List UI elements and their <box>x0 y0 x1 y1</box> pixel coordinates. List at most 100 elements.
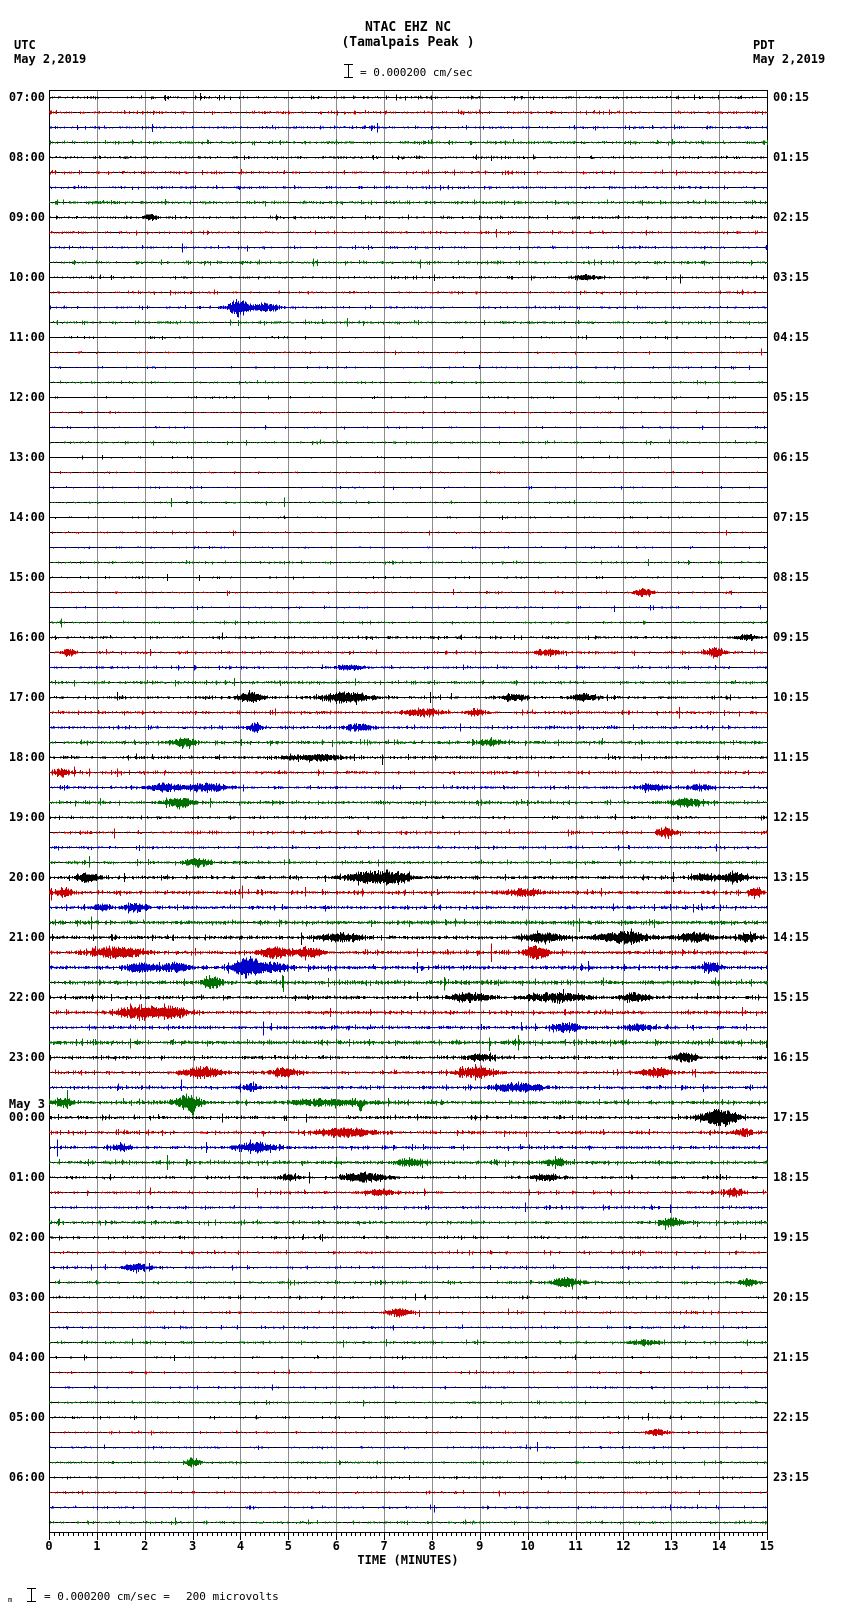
trace-row <box>50 154 768 161</box>
trace-row <box>50 1517 767 1526</box>
trace-row <box>49 334 768 341</box>
pdt-hour-label: 03:15 <box>773 270 809 284</box>
trace-row <box>51 1187 768 1198</box>
trace-row <box>49 1090 767 1116</box>
trace-row <box>49 574 766 582</box>
trace-row <box>49 274 768 284</box>
x-tick-label: 5 <box>285 1539 292 1553</box>
trace-row <box>49 647 767 659</box>
trace-row <box>49 856 766 869</box>
trace-row <box>50 243 768 253</box>
trace-row <box>53 455 765 460</box>
trace-row <box>49 736 768 749</box>
trace-row <box>49 199 766 207</box>
trace-row <box>49 1324 766 1331</box>
trace-row <box>49 1308 761 1318</box>
trace-row <box>49 530 766 536</box>
pdt-hour-label: 20:15 <box>773 1290 809 1304</box>
pdt-hour-label: 09:15 <box>773 630 809 644</box>
trace-row <box>50 470 768 474</box>
utc-hour-label: 23:00 <box>9 1050 45 1064</box>
trace-row <box>50 93 768 101</box>
trace-row <box>49 1035 767 1051</box>
utc-hour-label: 19:00 <box>9 810 45 824</box>
trace-row <box>49 299 768 318</box>
trace-row <box>49 1003 767 1021</box>
pdt-hour-label: 14:15 <box>773 930 809 944</box>
trace-row <box>49 797 768 810</box>
x-tick-label: 14 <box>712 1539 726 1553</box>
utc-hour-label: 10:00 <box>9 270 45 284</box>
trace-row <box>49 1171 768 1184</box>
trace-row <box>50 1108 768 1127</box>
pdt-hour-label: 18:15 <box>773 1170 809 1184</box>
station-title: NTAC EHZ NC <box>365 20 451 35</box>
pdt-hour-label: 17:15 <box>773 1110 809 1124</box>
trace-row <box>49 1233 767 1242</box>
trace-row <box>49 975 768 992</box>
x-tick-label: 13 <box>664 1539 678 1553</box>
trace-row <box>49 1202 768 1213</box>
trace-row <box>49 664 768 671</box>
pdt-hour-label: 04:15 <box>773 330 809 344</box>
trace-row <box>49 109 768 116</box>
scale-bar-icon <box>344 64 353 78</box>
utc-hour-label: 01:00 <box>9 1170 45 1184</box>
utc-hour-label: 08:00 <box>9 150 45 164</box>
pdt-hour-label: 13:15 <box>773 870 809 884</box>
trace-row <box>49 902 768 914</box>
pdt-hour-label: 19:15 <box>773 1230 809 1244</box>
trace-row <box>49 1127 767 1138</box>
pdt-hour-label: 16:15 <box>773 1050 809 1064</box>
x-tick-label: 7 <box>380 1539 387 1553</box>
trace-row <box>50 1489 768 1497</box>
trace-row <box>49 1263 767 1274</box>
trace-row <box>49 588 768 597</box>
pdt-hour-label: 23:15 <box>773 1470 809 1484</box>
utc-hour-label: 21:00 <box>9 930 45 944</box>
trace-row <box>51 1384 768 1391</box>
pdt-hour-label: 22:15 <box>773 1410 809 1424</box>
trace-row <box>52 1474 767 1481</box>
trace-row <box>51 545 768 550</box>
trace-row <box>51 1369 768 1375</box>
trace-row <box>50 318 767 327</box>
trace-row <box>49 989 768 1005</box>
utc-hour-label: 00:00 <box>9 1110 45 1124</box>
trace-row <box>49 1442 766 1452</box>
trace-row <box>49 814 767 821</box>
x-tick-label: 0 <box>45 1539 52 1553</box>
x-tick-label: 10 <box>520 1539 534 1553</box>
trace-row <box>49 753 768 766</box>
utc-time-labels: 07:00 08:00 09:00 10:00 11:00 12:00 13:00 14:00… <box>9 90 45 1484</box>
pdt-hour-label: 12:15 <box>773 810 809 824</box>
utc-hour-label: 20:00 <box>9 870 45 884</box>
pdt-hour-label: 21:15 <box>773 1350 809 1364</box>
trace-row <box>51 497 768 507</box>
utc-hour-label: 16:00 <box>9 630 45 644</box>
trace-row <box>51 618 768 628</box>
pdt-time-labels: 00:15 01:15 02:15 03:15 04:15 05:15 06:15 07:15… <box>773 90 809 1484</box>
trace-row <box>49 1079 768 1093</box>
x-axis-title: TIME (MINUTES) <box>357 1553 458 1567</box>
x-tick-label: 3 <box>189 1539 196 1553</box>
pdt-hour-label: 15:15 <box>773 990 809 1004</box>
trace-row <box>50 558 768 566</box>
seismogram-traces <box>49 93 768 1526</box>
trace-row <box>49 1399 767 1407</box>
trace-row <box>50 1052 768 1063</box>
footer-scale-text: = 0.000200 cm/sec = <box>44 1590 170 1603</box>
trace-row <box>55 1277 766 1290</box>
trace-row <box>49 1021 768 1036</box>
pdt-hour-label: 00:15 <box>773 90 809 104</box>
pdt-hour-label: 08:15 <box>773 570 809 584</box>
x-tick-label: 1 <box>93 1539 100 1553</box>
x-tick-label: 2 <box>141 1539 148 1553</box>
trace-row <box>49 214 765 221</box>
pdt-hour-label: 06:15 <box>773 450 809 464</box>
trace-row <box>49 138 768 146</box>
trace-row <box>49 1217 768 1230</box>
trace-row <box>50 380 766 385</box>
trace-row <box>49 955 768 979</box>
trace-row <box>53 826 768 839</box>
